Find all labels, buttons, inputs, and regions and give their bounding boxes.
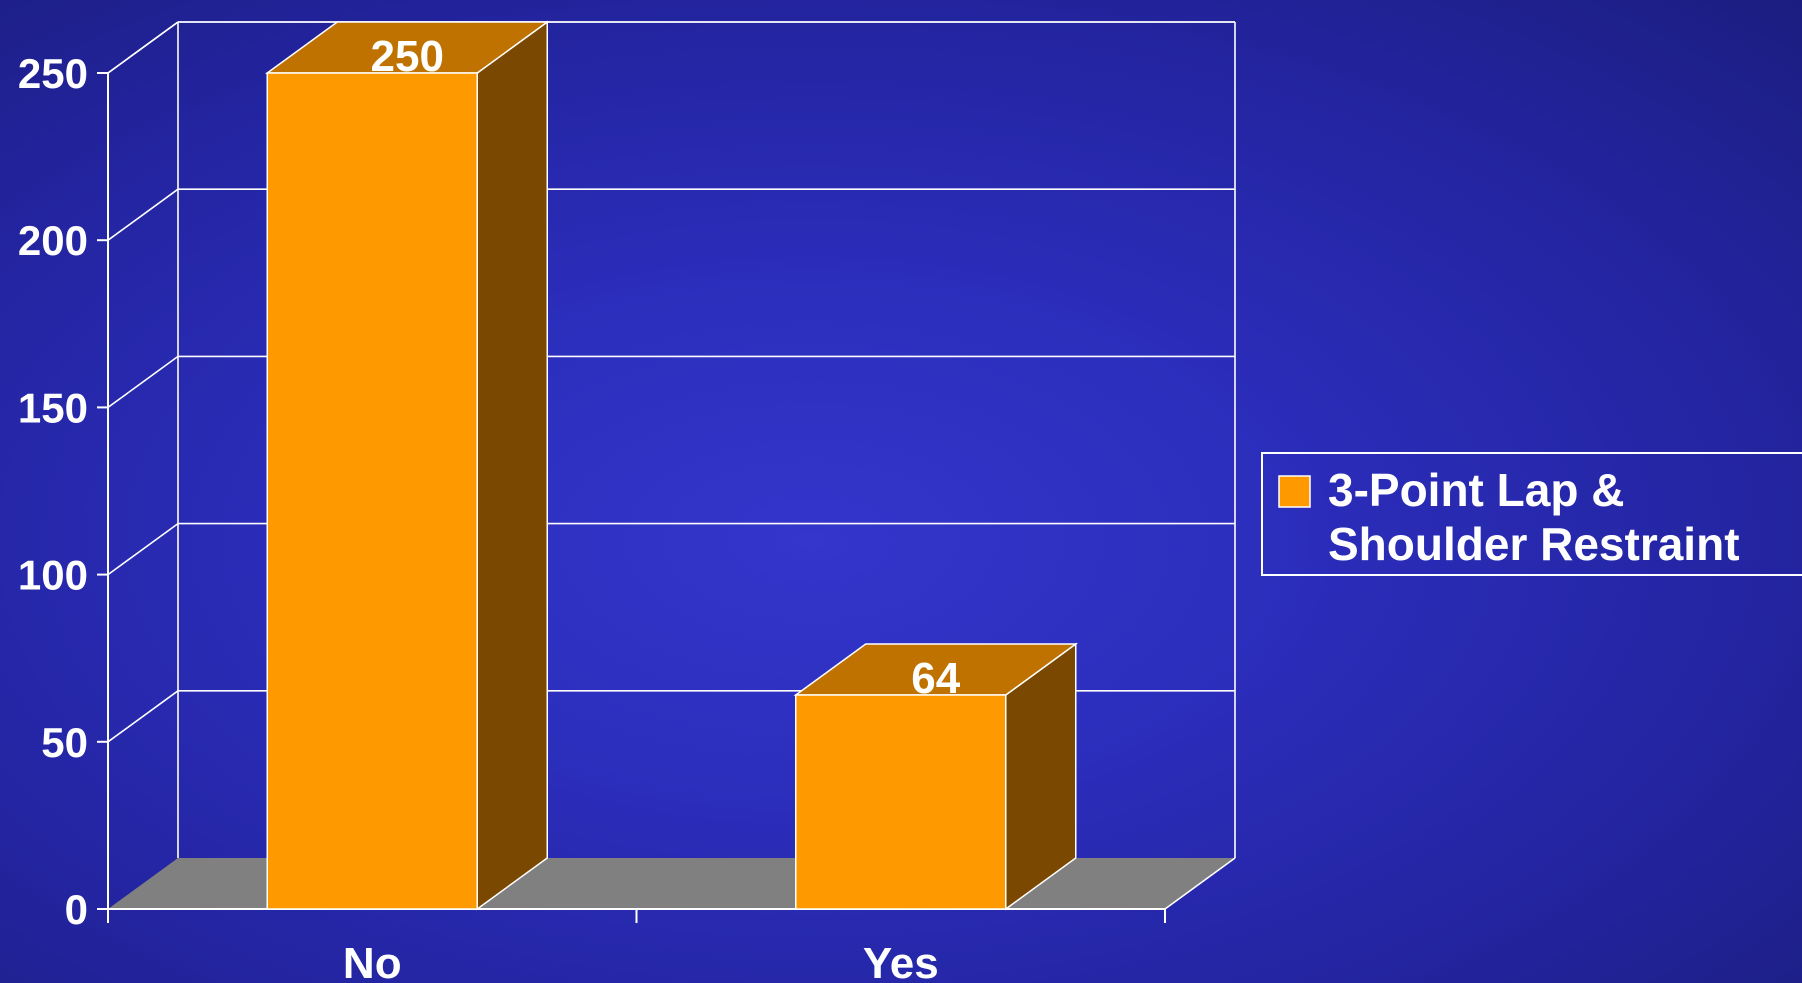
- bar: [266, 72, 478, 910]
- chart-bars: [264, 20, 1079, 911]
- wall-gridline: [107, 690, 179, 743]
- floor-right-edge: [1164, 857, 1236, 910]
- wall-gridline: [107, 188, 179, 241]
- wall-gridline: [107, 522, 179, 576]
- legend-label-line-1: 3-Point Lap &: [1328, 464, 1624, 516]
- y-tick-label: 0: [65, 886, 88, 933]
- x-category-label: Yes: [863, 939, 939, 983]
- side-wall-top-edge: [107, 21, 179, 74]
- chart-legend: 3-Point Lap & Shoulder Restraint: [1261, 452, 1802, 576]
- data-label: 250: [371, 32, 444, 81]
- y-tick-label: 250: [18, 50, 88, 97]
- wall-gridline: [107, 355, 179, 409]
- bar: [795, 694, 1007, 910]
- legend-swatch: [1278, 475, 1311, 508]
- y-tick-label: 100: [18, 552, 88, 599]
- y-tick-label: 150: [18, 384, 88, 431]
- legend-box: [1261, 452, 1802, 576]
- x-category-label: No: [343, 939, 402, 983]
- data-label: 64: [911, 654, 960, 703]
- y-tick-label: 50: [41, 719, 88, 766]
- chart-labels: 0 50 100 150 200 250 250 No 64 Yes: [18, 32, 961, 983]
- bar-side-face: [476, 20, 548, 911]
- y-tick-label: 200: [18, 217, 88, 264]
- legend-label-line-2: Shoulder Restraint: [1328, 518, 1740, 570]
